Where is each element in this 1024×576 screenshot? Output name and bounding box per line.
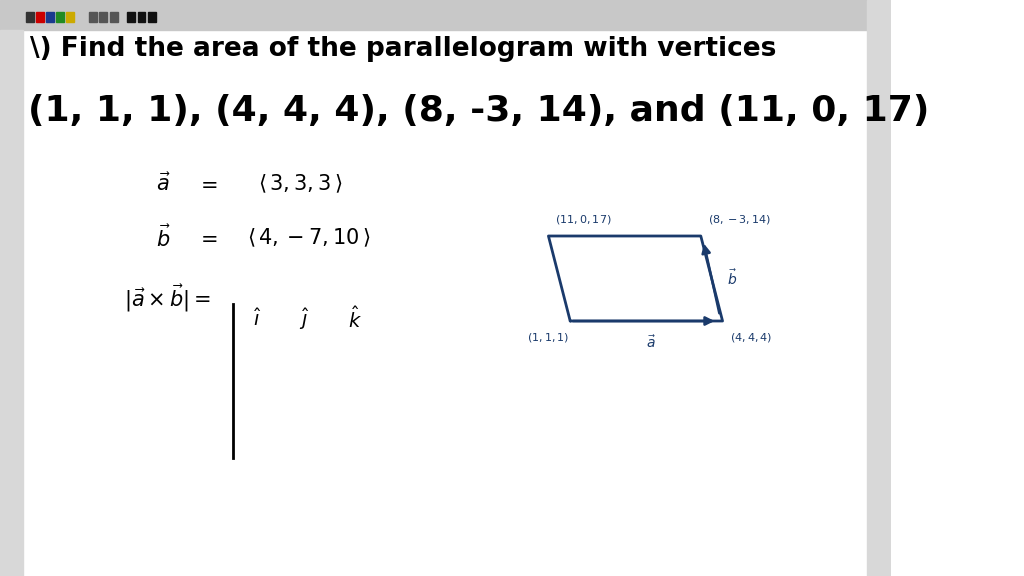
Bar <box>67 12 74 21</box>
Text: $\hat{\imath}$: $\hat{\imath}$ <box>253 308 261 330</box>
Text: $(11,0,17)$: $(11,0,17)$ <box>555 213 612 226</box>
Text: $\hat{k}$: $\hat{k}$ <box>348 306 362 332</box>
Text: $\langle\, 4, -7, 10\, \rangle$: $\langle\, 4, -7, 10\, \rangle$ <box>248 227 371 249</box>
Bar <box>99 12 108 21</box>
Bar <box>110 12 118 21</box>
Bar <box>867 0 892 576</box>
Text: $(8,-3,14)$: $(8,-3,14)$ <box>708 213 771 226</box>
Bar <box>89 12 96 21</box>
Bar <box>56 12 63 21</box>
Text: $(4,4,4)$: $(4,4,4)$ <box>729 331 772 344</box>
Bar <box>0 30 23 576</box>
Text: $=$: $=$ <box>197 175 218 194</box>
Text: $\vec{b}$: $\vec{b}$ <box>157 225 171 251</box>
Text: $|\vec{a} \times \vec{b}| =$: $|\vec{a} \times \vec{b}| =$ <box>124 282 211 314</box>
Text: $\vec{a}$: $\vec{a}$ <box>645 334 655 351</box>
Text: $(1,1,1)$: $(1,1,1)$ <box>527 331 569 344</box>
Text: $\langle\, 3, 3, 3\, \rangle$: $\langle\, 3, 3, 3\, \rangle$ <box>258 173 343 195</box>
Bar <box>148 12 156 21</box>
Text: $\vec{a}$: $\vec{a}$ <box>157 173 171 195</box>
Text: (1, 1, 1), (4, 4, 4), (8, -3, 14), and (11, 0, 17): (1, 1, 1), (4, 4, 4), (8, -3, 14), and (… <box>28 94 929 128</box>
Bar <box>36 12 44 21</box>
Text: $\vec{b}$: $\vec{b}$ <box>727 268 737 289</box>
Text: $=$: $=$ <box>197 229 218 248</box>
Bar <box>127 12 135 21</box>
Bar <box>46 12 54 21</box>
Bar <box>137 12 145 21</box>
Text: \) Find the area of the parallelogram with vertices: \) Find the area of the parallelogram wi… <box>31 36 777 62</box>
Bar <box>27 12 34 21</box>
Text: $\hat{\jmath}$: $\hat{\jmath}$ <box>299 306 310 332</box>
Bar <box>0 0 892 30</box>
